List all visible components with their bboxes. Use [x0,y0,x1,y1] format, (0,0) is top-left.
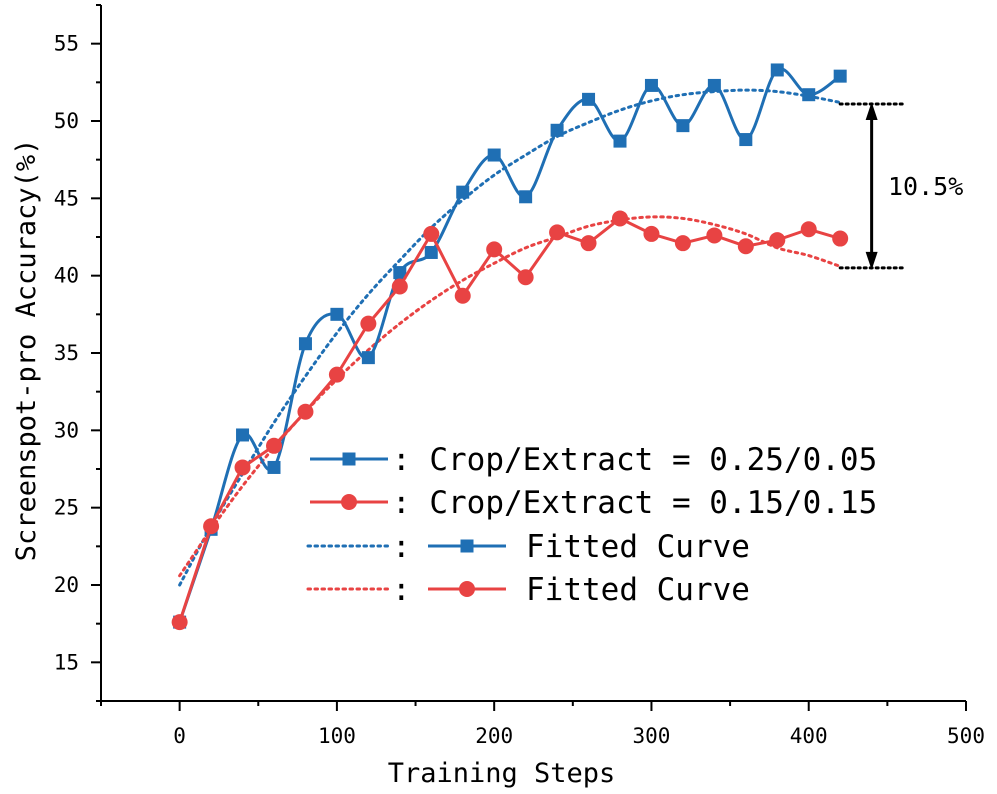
series-1-point [456,185,470,199]
series-2-point [203,518,220,535]
y-tick-label: 45 [54,186,79,210]
legend-marker-1 [342,452,356,466]
series-2-point [674,235,691,252]
series-2-point [266,437,282,454]
series-2-point [234,459,251,476]
series-1-point [644,78,658,92]
series-2-point [391,278,408,295]
series-1-point [613,134,627,148]
x-tick-label: 100 [318,724,356,748]
series-2-point [549,224,566,241]
series-2-point [454,287,471,304]
y-tick-label: 25 [54,496,79,520]
legend-colon-3: : [392,529,411,565]
legend-label-3: Fitted Curve [526,529,750,565]
legend-marker-2 [341,494,357,510]
legend-label-2: : Crop/Extract = 0.15/0.15 [392,485,877,521]
series-2-point [423,225,440,242]
legend-label-1: : Crop/Extract = 0.25/0.05 [392,442,877,478]
series-1-point [802,88,816,102]
series-1-point [550,123,564,137]
series-2-point [580,235,597,252]
series-2-point [769,232,786,249]
series-1-point [330,307,344,321]
series-1-point [739,133,753,147]
series-2-point [612,210,628,227]
series-2-point [486,241,503,258]
legend-marker-4 [459,581,475,597]
series-2-point [643,225,660,242]
y-tick-label: 30 [54,418,79,442]
series-2-point [800,221,817,238]
series-2-point [737,238,754,255]
x-tick-label: 0 [173,724,186,748]
y-axis-title: Screenspot-pro Accuracy(%) [11,139,42,562]
axes: 0 100 200 300 400 500 15 20 25 30 35 40 45 50 55 Traini… [11,4,985,789]
series-1-point [487,148,501,162]
legend-colon-4: : [392,572,411,608]
x-axis-title: Training Steps [388,758,616,789]
series-1-point [361,351,375,365]
x-tick-label: 400 [790,724,828,748]
x-tick-label: 500 [947,724,985,748]
series-1-point [424,245,438,259]
series-1-point [236,428,250,442]
series-1-point [770,63,784,77]
series-1-point [393,266,407,280]
x-tick-label: 300 [632,724,670,748]
series-2-point [297,403,314,420]
arrow-head-down [865,251,878,270]
series-1-point [676,119,690,133]
gap-label: 10.5% [888,172,963,201]
arrow-head-up [865,101,878,120]
series-1-point [267,460,281,474]
series-2-point [360,315,377,332]
series-1-point [707,78,721,92]
data-series [171,63,849,631]
series-1-point [582,92,596,106]
y-tick-label: 15 [54,650,79,674]
y-tick-label: 40 [54,264,79,288]
series-1-point [519,190,533,204]
series-1-point [833,69,847,83]
y-tick-label: 20 [54,573,79,597]
y-tick-label: 55 [54,32,79,56]
legend-marker-3 [460,539,474,553]
gap-annotation: 10.5% [838,101,963,270]
series-line-2 [178,216,841,623]
x-tick-label: 200 [475,724,513,748]
y-tick-label: 35 [54,341,79,365]
series-2-point [328,366,345,383]
y-tick-label: 50 [54,109,79,133]
series-2-point [171,614,188,631]
series-2-point [706,227,723,244]
legend: : Crop/Extract = 0.25/0.05 : Crop/Extract… [306,442,877,608]
legend-label-4: Fitted Curve [526,572,750,608]
series-2-point [517,269,534,286]
series-2-point [832,230,849,247]
fitted-curve-1 [178,88,842,587]
fitted-curve-2 [178,215,842,578]
series-1-point [298,337,312,351]
